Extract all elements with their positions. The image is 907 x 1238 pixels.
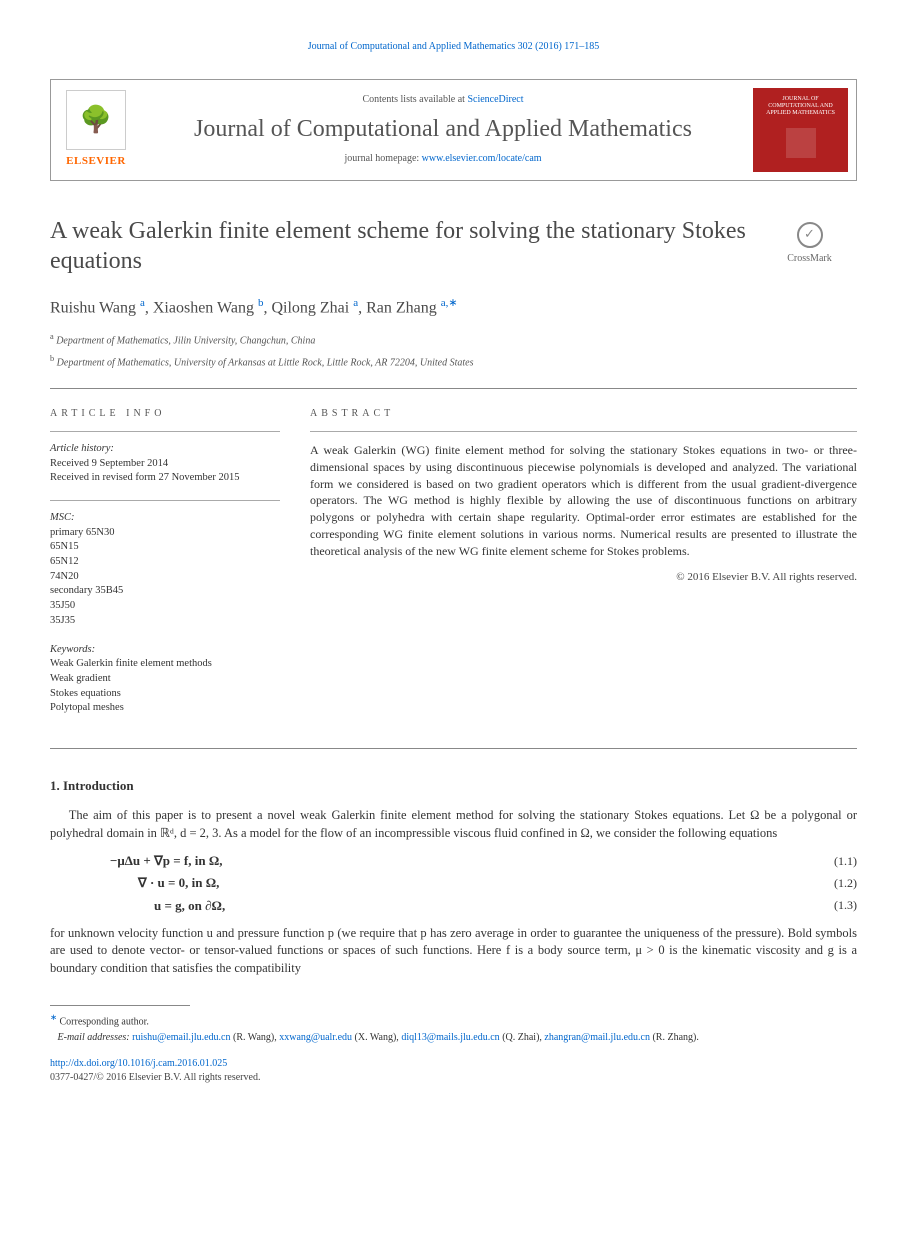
- footnotes: ∗ Corresponding author. E-mail addresses…: [50, 1012, 857, 1044]
- email-link[interactable]: ruishu@email.jlu.edu.cn: [132, 1032, 230, 1043]
- email-link[interactable]: zhangran@mail.jlu.edu.cn: [544, 1032, 650, 1043]
- homepage-link[interactable]: www.elsevier.com/locate/cam: [422, 153, 542, 164]
- equation-row: ∇ · u = 0, in Ω, (1.2): [110, 874, 857, 892]
- equation-math: −μΔu + ∇p = f, in Ω,: [110, 852, 222, 870]
- journal-homepage: journal homepage: www.elsevier.com/locat…: [156, 152, 730, 166]
- rule-bottom: [50, 748, 857, 749]
- corresponding-author-note: Corresponding author.: [59, 1017, 148, 1028]
- email-label: E-mail addresses:: [58, 1032, 130, 1043]
- elsevier-logo: 🌳 ELSEVIER: [51, 80, 141, 180]
- crossmark-icon: ✓: [797, 222, 823, 248]
- equation-row: u = g, on ∂Ω, (1.3): [110, 897, 857, 915]
- homepage-prefix: journal homepage:: [344, 153, 421, 164]
- author-name: Xiaoshen Wang: [153, 299, 254, 316]
- issn-line: 0377-0427/© 2016 Elsevier B.V. All right…: [50, 1071, 857, 1085]
- keyword: Stokes equations: [50, 687, 280, 702]
- keywords-label: Keywords:: [50, 643, 280, 658]
- keyword: Weak gradient: [50, 672, 280, 687]
- abstract-copyright: © 2016 Elsevier B.V. All rights reserved…: [310, 570, 857, 585]
- rule-top: [50, 388, 857, 389]
- doi-link[interactable]: http://dx.doi.org/10.1016/j.cam.2016.01.…: [50, 1058, 227, 1069]
- article-info-heading: article info: [50, 407, 280, 421]
- keyword: Polytopal meshes: [50, 701, 280, 716]
- msc-line: 74N20: [50, 570, 280, 585]
- msc-line: 65N12: [50, 555, 280, 570]
- cover-icon: [786, 128, 816, 158]
- msc-label: MSC:: [50, 511, 280, 526]
- elsevier-tree-icon: 🌳: [66, 90, 126, 150]
- abstract-heading: abstract: [310, 407, 857, 421]
- abstract-column: abstract A weak Galerkin (WG) finite ele…: [310, 407, 857, 730]
- article-info-column: article info Article history: Received 9…: [50, 407, 280, 730]
- crossmark-label: CrossMark: [787, 253, 831, 264]
- equation-block: −μΔu + ∇p = f, in Ω, (1.1) ∇ · u = 0, in…: [110, 852, 857, 915]
- history-line: Received 9 September 2014: [50, 457, 280, 472]
- crossmark-badge[interactable]: ✓ CrossMark: [762, 216, 857, 266]
- equation-math: u = g, on ∂Ω,: [110, 897, 225, 915]
- affiliation-b: b Department of Mathematics, University …: [50, 353, 857, 370]
- contents-available: Contents lists available at ScienceDirec…: [156, 93, 730, 107]
- equation-number: (1.1): [834, 853, 857, 870]
- msc-line: primary 65N30: [50, 526, 280, 541]
- equation-math: ∇ · u = 0, in Ω,: [110, 874, 219, 892]
- equation-number: (1.2): [834, 875, 857, 892]
- authors-line: Ruishu Wang a, Xiaoshen Wang b, Qilong Z…: [50, 296, 857, 320]
- author-name: Ruishu Wang: [50, 299, 136, 316]
- msc-line: 65N15: [50, 540, 280, 555]
- keyword: Weak Galerkin finite element methods: [50, 657, 280, 672]
- equation-row: −μΔu + ∇p = f, in Ω, (1.1): [110, 852, 857, 870]
- email-link[interactable]: xxwang@ualr.edu: [279, 1032, 352, 1043]
- article-title: A weak Galerkin finite element scheme fo…: [50, 216, 762, 276]
- doi-line: http://dx.doi.org/10.1016/j.cam.2016.01.…: [50, 1057, 857, 1071]
- msc-line: 35J50: [50, 599, 280, 614]
- equation-number: (1.3): [834, 897, 857, 914]
- msc-line: 35J35: [50, 614, 280, 629]
- history-line: Received in revised form 27 November 201…: [50, 471, 280, 486]
- affiliation-a: a Department of Mathematics, Jilin Unive…: [50, 331, 857, 348]
- msc-line: secondary 35B45: [50, 584, 280, 599]
- journal-name: Journal of Computational and Applied Mat…: [156, 115, 730, 144]
- author-name: Ran Zhang: [366, 299, 437, 316]
- history-label: Article history:: [50, 442, 280, 457]
- abstract-text: A weak Galerkin (WG) finite element meth…: [310, 442, 857, 560]
- affiliation-a-text: Department of Mathematics, Jilin Univers…: [56, 336, 315, 347]
- author-name: Qilong Zhai: [271, 299, 349, 316]
- email-link[interactable]: diql13@mails.jlu.edu.cn: [401, 1032, 499, 1043]
- intro-paragraph-1: The aim of this paper is to present a no…: [50, 807, 857, 842]
- cover-title: JOURNAL OF COMPUTATIONAL AND APPLIED MAT…: [759, 96, 842, 118]
- running-head: Journal of Computational and Applied Mat…: [50, 40, 857, 54]
- journal-cover-thumbnail: JOURNAL OF COMPUTATIONAL AND APPLIED MAT…: [753, 88, 848, 172]
- contents-prefix: Contents lists available at: [362, 94, 467, 105]
- journal-header: 🌳 ELSEVIER Contents lists available at S…: [50, 79, 857, 181]
- affiliation-b-text: Department of Mathematics, University of…: [57, 357, 474, 368]
- elsevier-brand: ELSEVIER: [66, 154, 126, 169]
- section-1-title: 1. Introduction: [50, 777, 857, 795]
- sciencedirect-link[interactable]: ScienceDirect: [467, 94, 523, 105]
- intro-paragraph-2: for unknown velocity function u and pres…: [50, 925, 857, 978]
- footnote-rule: [50, 1005, 190, 1006]
